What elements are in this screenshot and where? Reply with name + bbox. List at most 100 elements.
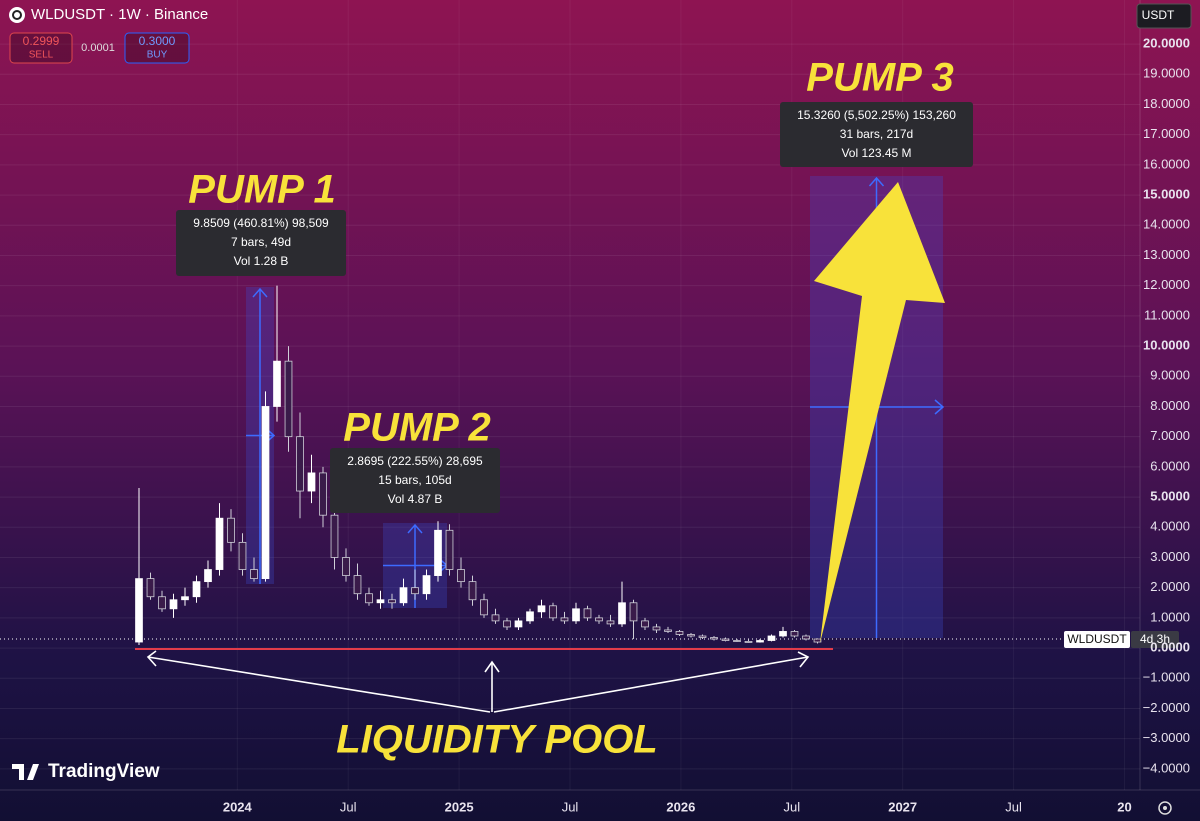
currency: USDT (1142, 8, 1175, 22)
currency-button[interactable] (1136, 3, 1192, 29)
candle-body (445, 529, 454, 570)
candle-body (468, 581, 477, 601)
tooltip-line: Vol 1.28 B (234, 254, 289, 268)
x-tick-label: Jul (340, 799, 357, 814)
candle-body (227, 517, 235, 543)
buy-price: 0.3000 (139, 34, 176, 48)
y-tick-label: 10.0000 (1143, 338, 1190, 353)
candle-body (261, 406, 270, 580)
y-tick-label: 1.0000 (1150, 609, 1190, 624)
pump-title: PUMP 2 (343, 406, 490, 450)
candle-body (330, 514, 339, 558)
arrow-left (147, 656, 491, 713)
y-tick-label: 2.0000 (1150, 579, 1190, 594)
candle-body (158, 596, 166, 610)
x-tick-label: 2027 (888, 799, 917, 814)
candle-body (388, 599, 396, 604)
tooltip-line: 7 bars, 49d (231, 235, 291, 249)
arrow-right (493, 656, 809, 713)
candle-body (273, 360, 281, 407)
tooltip-line: 15 bars, 105d (378, 473, 451, 487)
sell-label: SELL (29, 50, 54, 61)
symbol-tag-text: WLDUSDT (1067, 632, 1127, 646)
candle-body (813, 638, 822, 643)
pump-title: PUMP 3 (806, 56, 953, 100)
candle-body (802, 635, 810, 640)
candle-body (169, 599, 178, 610)
candle-body (422, 575, 431, 595)
y-tick-label: −3.0000 (1143, 730, 1190, 745)
sell-price: 0.2999 (23, 34, 60, 48)
candle-body (342, 557, 350, 576)
candle-body (503, 620, 511, 628)
y-tick-label: 16.0000 (1143, 156, 1190, 171)
y-tick-label: 17.0000 (1143, 126, 1190, 141)
x-tick-label: 2026 (666, 799, 695, 814)
candle-body (675, 631, 684, 635)
tooltip-line: Vol 123.45 M (841, 146, 911, 160)
tooltip (330, 448, 500, 513)
candle-body (480, 599, 488, 616)
y-tick-label: 14.0000 (1143, 217, 1190, 232)
pool-arrows (146, 650, 810, 713)
logo (9, 7, 25, 23)
candle-body (756, 640, 764, 643)
tooltip (780, 102, 973, 167)
settings-icon (1163, 806, 1167, 810)
candle-body (618, 602, 626, 625)
arrow-head (484, 660, 500, 673)
branding: TradingView (48, 761, 160, 782)
y-tick-label: −2.0000 (1143, 700, 1190, 715)
x-tick-label: Jul (562, 799, 579, 814)
candle-body (744, 641, 753, 643)
candle-body (595, 617, 603, 622)
candle-body (238, 541, 247, 570)
candle-body (664, 629, 672, 632)
candle-body (146, 578, 155, 598)
candle-body (307, 472, 316, 492)
measure-arrow (868, 176, 885, 187)
candle-body (514, 620, 523, 628)
candle-body (192, 581, 201, 598)
candle-body (606, 620, 615, 625)
tooltip-line: 15.3260 (5,502.25%) 153,260 (797, 108, 956, 122)
pool-label: LIQUIDITY POOL (336, 718, 658, 762)
buy-button[interactable] (124, 32, 190, 64)
y-tick-label: 18.0000 (1143, 96, 1190, 111)
settings-icon[interactable] (1158, 801, 1172, 815)
candle-body (779, 631, 787, 637)
candle-body (526, 611, 534, 622)
candle-body (376, 599, 385, 604)
annotations: PUMP 1 9.8509 (460.81%) 98,509 7 bars, 49d… (176, 56, 973, 513)
candle-body (560, 617, 569, 622)
candle-body (250, 569, 258, 580)
candle-body (652, 626, 661, 631)
candle-body (698, 635, 707, 638)
candle-body (411, 587, 419, 595)
y-tick-label: 8.0000 (1150, 398, 1190, 413)
candle-body (687, 634, 695, 637)
x-tick-label: Jul (1005, 799, 1022, 814)
candle-body (135, 578, 143, 643)
pump-title: PUMP 1 (188, 168, 335, 212)
x-tick-label: 20 (1117, 799, 1131, 814)
candle-body (710, 637, 718, 640)
tooltip-line: 9.8509 (460.81%) 98,509 (193, 216, 329, 230)
sell-button[interactable] (9, 32, 73, 64)
x-tick-label: 2025 (445, 799, 474, 814)
y-tick-label: 20.0000 (1143, 36, 1190, 51)
measure-arrow (934, 399, 945, 415)
candle-body (365, 593, 373, 604)
measure-arrow (407, 523, 423, 534)
candle-body (549, 605, 557, 619)
big-arrow (814, 182, 945, 643)
candle-body (399, 587, 408, 604)
tooltip (176, 210, 346, 276)
symbol-tag (1064, 631, 1130, 648)
x-tick-label: Jul (783, 799, 800, 814)
candle-body (296, 436, 304, 492)
candle-body (583, 608, 592, 619)
candle-body (204, 569, 212, 583)
candle-body (629, 602, 638, 622)
